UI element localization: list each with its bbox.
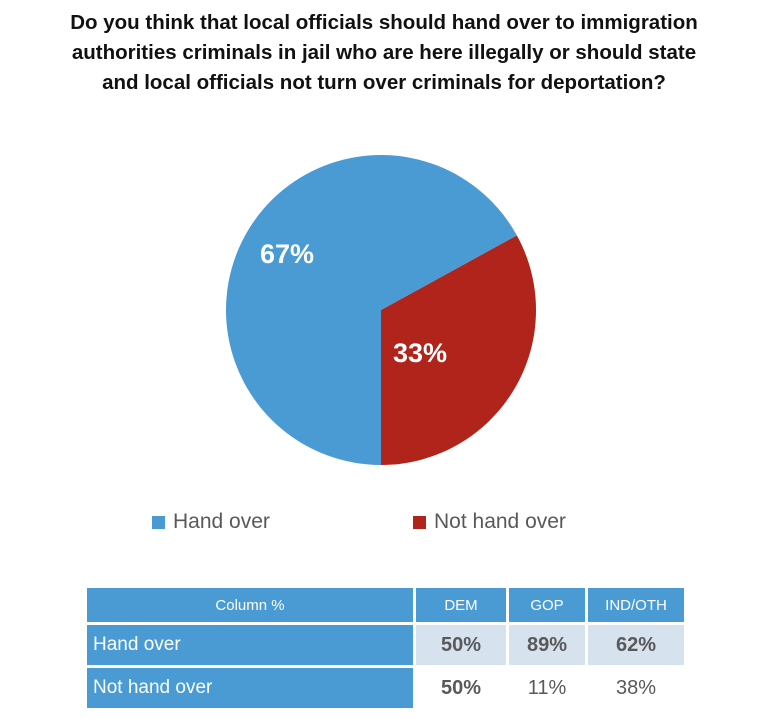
title-line: Do you think that local officials should… [70,11,698,34]
table-row: Not hand over 50% 11% 38% [87,668,684,708]
pie-slice-hand-over [226,155,517,466]
table-header: Column % DEM GOP IND/OTH [87,588,684,622]
cell: 89% [509,625,585,665]
cell: 50% [416,625,506,665]
crosstab-table: Column % DEM GOP IND/OTH Hand over 50% 8… [84,585,687,711]
legend-swatch [152,515,165,529]
header-cell: DEM [416,588,506,622]
cell: 62% [588,625,684,665]
pie-slice-not-hand-over [381,235,536,465]
header-cell: IND/OTH [588,588,684,622]
legend-item-not-hand-over: Not hand over [413,510,566,534]
title-line: and local officials not turn over crimin… [102,71,666,94]
cell: 50% [440,676,482,699]
legend-item-hand-over: Hand over [152,510,270,534]
header-cell: GOP [509,588,585,622]
title-line: authorities criminals in jail who are he… [71,41,697,64]
legend-swatch [413,515,426,529]
legend-label: Hand over [173,510,270,533]
header-cell: Column % [87,588,413,622]
cell: 11% [527,676,567,699]
row-label: Not hand over [87,668,413,708]
cell: 38% [615,676,657,699]
table-row: Hand over 50% 89% 62% [87,625,684,665]
question-title: Do you think that local officials should… [0,8,768,98]
data-label: 67% [260,239,314,269]
data-label: 33% [393,338,447,368]
legend-label: Not hand over [434,510,566,533]
row-label: Hand over [87,625,413,665]
